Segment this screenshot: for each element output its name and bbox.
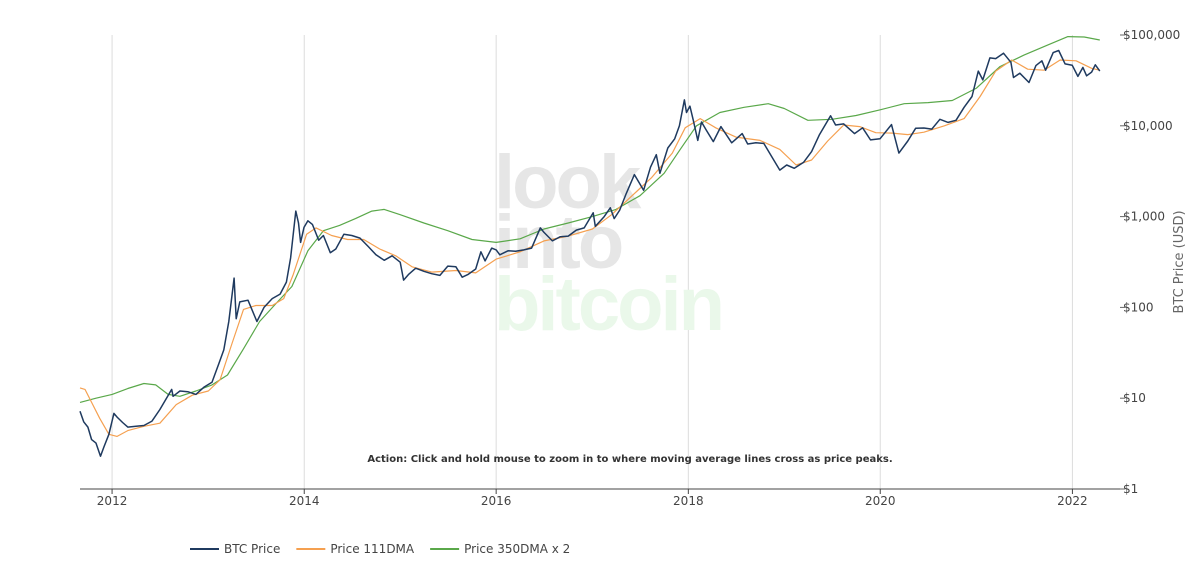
series-line-btc-price	[79, 49, 1101, 457]
legend-item[interactable]: BTC Price	[190, 542, 280, 556]
legend-item[interactable]: Price 350DMA x 2	[430, 542, 570, 556]
legend-label: BTC Price	[224, 542, 280, 556]
watermark-word-bitcoin: bitcoin	[494, 262, 722, 347]
x-tick-label: 2016	[481, 494, 512, 508]
legend-item[interactable]: Price 111DMA	[296, 542, 415, 556]
legend-label: Price 111DMA	[330, 542, 415, 556]
legend[interactable]: BTC Price Price 111DMA Price 350DMA x 2	[190, 542, 570, 556]
y-tick-label: $100,000	[1123, 28, 1180, 42]
x-tick-label: 2018	[673, 494, 704, 508]
x-axis-ticks: 2012 2014 2016 2018 2020 2022	[97, 489, 1088, 508]
zoom-instruction-annotation: Action: Click and hold mouse to zoom in …	[367, 454, 892, 465]
x-tick-label: 2020	[865, 494, 896, 508]
series-line-price-111dma	[79, 59, 1100, 437]
series-lines	[79, 36, 1101, 457]
y-tick-label: $100	[1123, 300, 1154, 314]
y-axis-ticks: $1 $10 $100 $1,000 $10,000 $100,000	[1120, 28, 1180, 496]
vertical-gridlines	[111, 35, 1073, 489]
y-tick-label: $1	[1123, 482, 1138, 496]
y-tick-label: $1,000	[1123, 210, 1165, 224]
watermark-word-into: into	[494, 200, 622, 285]
x-tick-label: 2014	[289, 494, 320, 508]
x-tick-label: 2012	[97, 494, 128, 508]
x-tick-label: 2022	[1057, 494, 1088, 508]
legend-label: Price 350DMA x 2	[464, 542, 570, 556]
y-tick-label: $10,000	[1123, 119, 1173, 133]
y-axis-title: BTC Price (USD)	[1172, 210, 1187, 313]
lookintobitcoin-watermark: look into bitcoin	[494, 140, 725, 347]
y-tick-label: $10	[1123, 391, 1146, 405]
series-line-price-350dma-x-2	[79, 36, 1100, 403]
